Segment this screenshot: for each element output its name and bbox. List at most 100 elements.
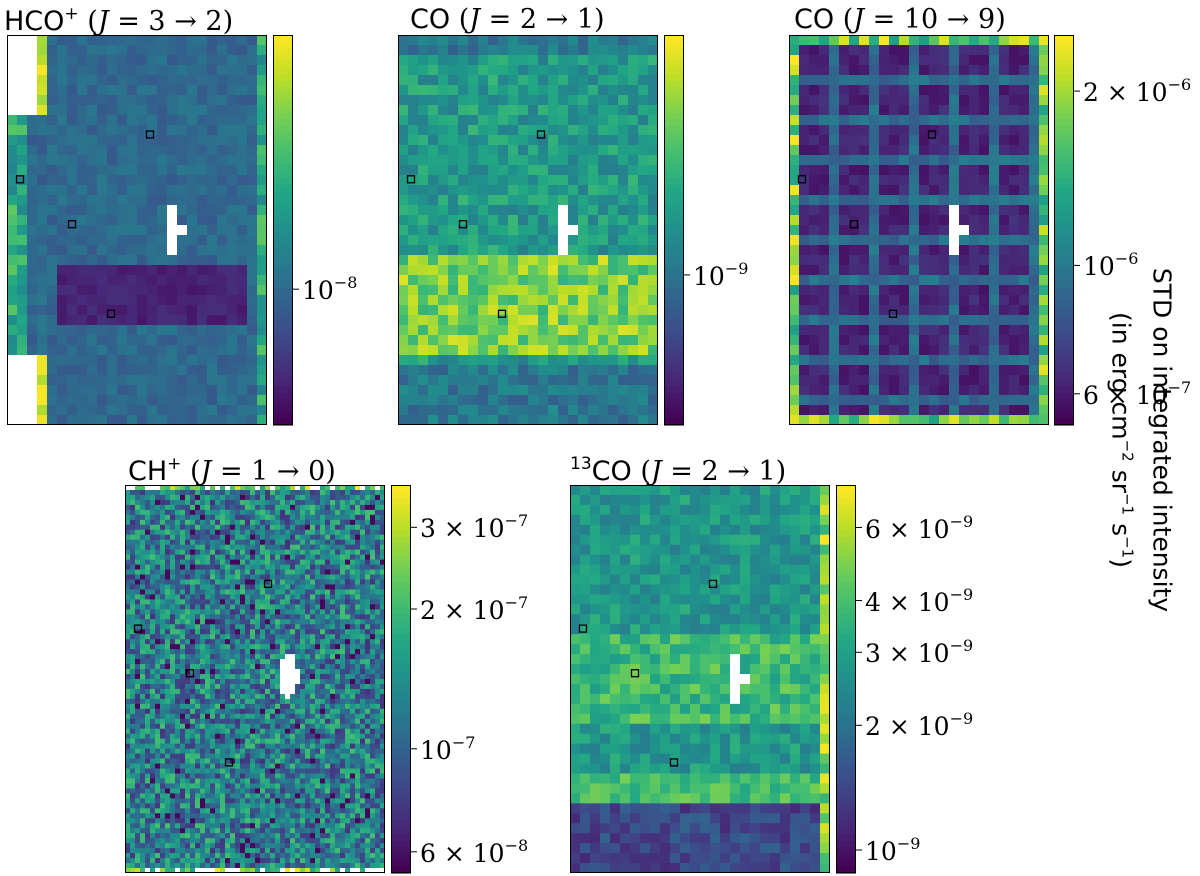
heatmap-cell	[220, 544, 226, 551]
heatmap-cell	[799, 295, 810, 306]
heatmap-cell	[125, 629, 131, 635]
heatmap-cell	[170, 489, 176, 496]
heatmap-cell	[305, 534, 311, 541]
heatmap-cell	[588, 375, 599, 386]
heatmap-cell	[147, 105, 158, 116]
heatmap-cell	[325, 624, 331, 630]
heatmap-cell	[17, 335, 28, 346]
heatmap-cell	[568, 75, 579, 86]
heatmap-cell	[618, 165, 629, 176]
heatmap-cell	[185, 564, 191, 571]
heatmap-cell	[360, 549, 366, 556]
heatmap-cell	[438, 105, 449, 116]
heatmap-cell	[799, 335, 810, 346]
heatmap-cell	[568, 85, 579, 96]
heatmap-cell	[638, 295, 649, 306]
heatmap-cell	[789, 345, 800, 356]
heatmap-cell	[310, 664, 316, 670]
heatmap-cell	[899, 95, 910, 106]
heatmap-cell	[468, 315, 479, 326]
heatmap-cell	[899, 155, 910, 166]
heatmap-cell	[959, 215, 970, 226]
heatmap-cell	[145, 514, 151, 521]
heatmap-cell	[548, 185, 559, 196]
heatmap-cell	[989, 335, 1000, 346]
heatmap-cell	[195, 494, 201, 501]
heatmap-cell	[809, 415, 820, 425]
heatmap-cell	[638, 165, 649, 176]
heatmap-cell	[147, 235, 158, 246]
heatmap-cell	[37, 135, 48, 146]
heatmap-cell	[909, 325, 920, 336]
heatmap-cell	[207, 135, 218, 146]
heatmap-cell	[809, 245, 820, 256]
heatmap-cell	[240, 604, 246, 610]
heatmap-cell	[330, 569, 336, 576]
heatmap-cell	[165, 519, 171, 526]
heatmap-cell	[257, 285, 267, 296]
heatmap-cell	[250, 599, 256, 605]
heatmap-cell	[558, 95, 569, 106]
heatmap-cell	[999, 395, 1010, 406]
heatmap-cell	[17, 115, 28, 126]
heatmap-cell	[180, 559, 186, 566]
heatmap-cell	[170, 644, 176, 650]
heatmap-cell	[488, 215, 499, 226]
heatmap-cell	[240, 629, 246, 635]
heatmap-cell	[155, 549, 161, 556]
heatmap-cell	[478, 135, 489, 146]
heatmap-cell	[207, 245, 218, 256]
heatmap-cell	[849, 85, 860, 96]
heatmap-cell	[418, 65, 429, 76]
heatmap-cell	[448, 175, 459, 186]
heatmap-cell	[999, 225, 1010, 236]
heatmap-cell	[608, 45, 619, 56]
heatmap-cell	[247, 335, 258, 346]
heatmap-cell	[87, 235, 98, 246]
heatmap-cell	[315, 664, 321, 670]
heatmap-cell	[929, 35, 940, 46]
heatmap-cell	[979, 245, 990, 256]
heatmap-cell	[255, 559, 261, 566]
heatmap-cell	[789, 235, 800, 246]
heatmap-cell	[97, 295, 108, 306]
heatmap-cell	[335, 559, 341, 566]
heatmap-cell	[250, 579, 256, 586]
heatmap-cell	[180, 509, 186, 516]
heatmap-cell	[245, 634, 251, 640]
heatmap-cell	[180, 549, 186, 556]
heatmap-cell	[989, 45, 1000, 56]
heatmap-cell	[889, 135, 900, 146]
heatmap-cell	[1039, 325, 1049, 336]
heatmap-cell	[375, 529, 381, 536]
heatmap-cell	[190, 614, 196, 620]
heatmap-cell	[245, 529, 251, 536]
heatmap-cell	[468, 35, 479, 46]
heatmap-cell	[87, 55, 98, 66]
heatmap-cell	[107, 205, 118, 216]
heatmap-cell	[488, 145, 499, 156]
heatmap-cell	[220, 564, 226, 571]
heatmap-cell	[300, 599, 306, 605]
heatmap-cell	[1029, 55, 1040, 66]
heatmap-cell	[909, 205, 920, 216]
heatmap-cell	[255, 509, 261, 516]
heatmap-cell	[578, 105, 589, 116]
heatmap-cell	[180, 594, 186, 601]
heatmap-cell	[375, 599, 381, 605]
heatmap-co-10-9	[789, 35, 1049, 425]
heatmap-cell	[130, 589, 136, 596]
heatmap-cell	[1019, 195, 1030, 206]
heatmap-cell	[117, 175, 128, 186]
heatmap-cell	[518, 355, 529, 366]
heatmap-cell	[819, 245, 830, 256]
heatmap-cell	[167, 255, 178, 266]
heatmap-cell	[365, 524, 371, 531]
heatmap-cell	[147, 285, 158, 296]
heatmap-cell	[200, 634, 206, 640]
heatmap-cell	[498, 345, 509, 356]
heatmap-cell	[127, 65, 138, 76]
heatmap-cell	[458, 195, 469, 206]
heatmap-cell	[628, 395, 639, 406]
heatmap-cell	[438, 295, 449, 306]
